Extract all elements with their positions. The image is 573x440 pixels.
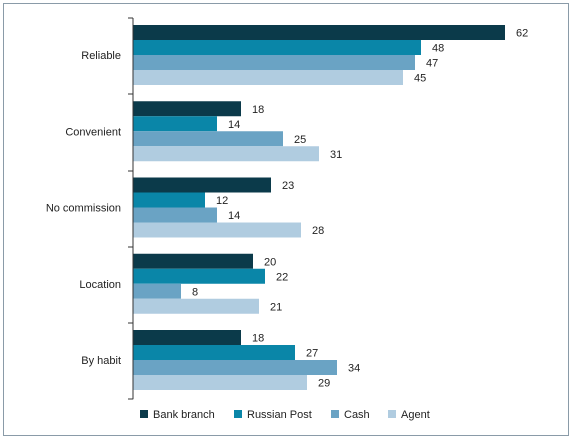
bar-location-russian-post bbox=[133, 268, 265, 284]
value-label: 14 bbox=[228, 210, 240, 222]
legend-label-cash: Cash bbox=[344, 409, 370, 421]
value-label: 14 bbox=[228, 119, 240, 131]
category-label: Location bbox=[79, 279, 121, 291]
bar-reliable-agent bbox=[133, 70, 403, 85]
legend-swatch-agent bbox=[388, 410, 396, 418]
bar-no-commission-cash bbox=[133, 207, 217, 223]
value-label: 45 bbox=[414, 73, 426, 85]
legend-swatch-cash bbox=[331, 410, 339, 418]
bar-location-cash bbox=[133, 283, 181, 299]
bar-reliable-russian-post bbox=[133, 40, 421, 55]
value-label: 28 bbox=[312, 225, 324, 237]
value-label: 29 bbox=[318, 378, 330, 390]
bar-reliable-cash bbox=[133, 55, 415, 70]
bar-convenient-agent bbox=[133, 146, 319, 162]
category-label: Reliable bbox=[81, 50, 121, 62]
value-label: 18 bbox=[252, 104, 264, 116]
category-label: No commission bbox=[46, 203, 121, 215]
value-label: 22 bbox=[276, 271, 288, 283]
bar-by-habit-russian-post bbox=[133, 345, 295, 360]
bar-no-commission-russian-post bbox=[133, 192, 205, 208]
bar-no-commission-agent bbox=[133, 222, 301, 238]
value-label: 25 bbox=[294, 134, 306, 146]
category-label: Convenient bbox=[65, 126, 121, 138]
value-label: 31 bbox=[330, 149, 342, 161]
category-label: By habit bbox=[81, 355, 121, 367]
value-label: 48 bbox=[432, 43, 444, 55]
value-label: 8 bbox=[192, 286, 198, 298]
bar-reliable-bank-branch bbox=[133, 25, 505, 40]
value-label: 12 bbox=[216, 195, 228, 207]
value-label: 23 bbox=[282, 180, 294, 192]
value-label: 18 bbox=[252, 333, 264, 345]
legend-label-bank-branch: Bank branch bbox=[153, 409, 215, 421]
bar-convenient-cash bbox=[133, 131, 283, 147]
legend-swatch-bank-branch bbox=[140, 410, 148, 418]
legend-swatch-russian-post bbox=[234, 410, 242, 418]
value-label: 62 bbox=[516, 28, 528, 40]
value-label: 27 bbox=[306, 348, 318, 360]
bar-no-commission-bank-branch bbox=[133, 177, 271, 193]
bar-by-habit-cash bbox=[133, 360, 337, 375]
bar-location-agent bbox=[133, 298, 259, 314]
bar-by-habit-agent bbox=[133, 375, 307, 390]
bar-location-bank-branch bbox=[133, 253, 253, 269]
legend-label-russian-post: Russian Post bbox=[247, 409, 312, 421]
value-label: 20 bbox=[264, 256, 276, 268]
value-label: 47 bbox=[426, 58, 438, 70]
legend-label-agent: Agent bbox=[401, 409, 430, 421]
bar-by-habit-bank-branch bbox=[133, 330, 241, 345]
value-label: 21 bbox=[270, 301, 282, 313]
bar-convenient-russian-post bbox=[133, 116, 217, 132]
value-label: 34 bbox=[348, 363, 360, 375]
bar-convenient-bank-branch bbox=[133, 101, 241, 117]
